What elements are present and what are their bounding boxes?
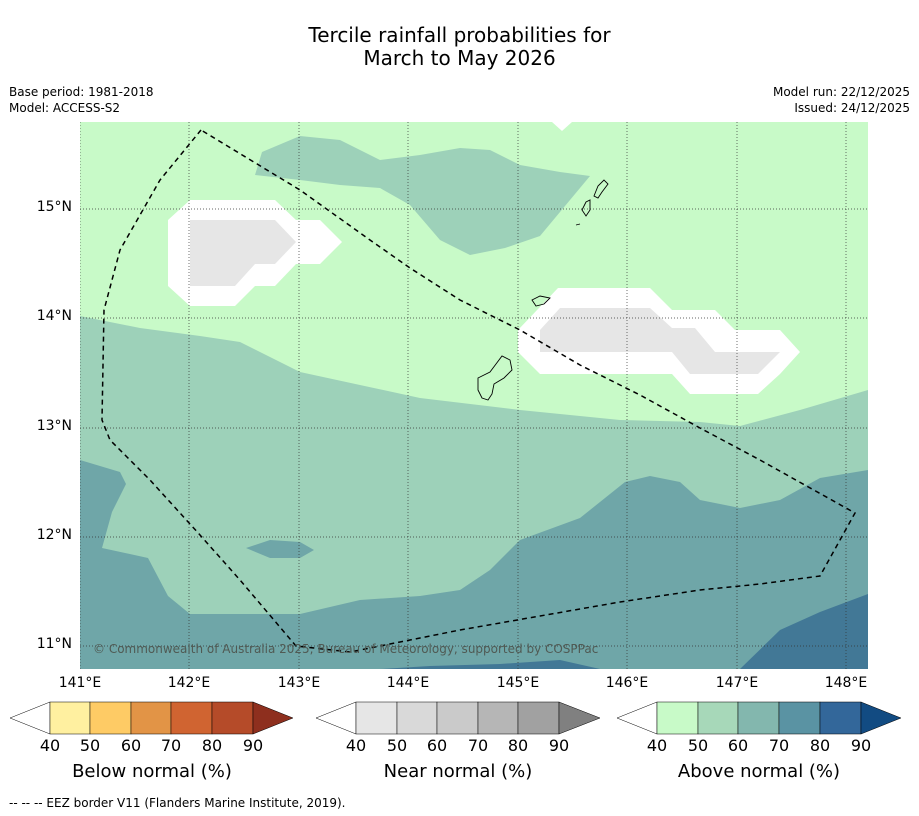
below-tick-40: 40	[39, 736, 61, 755]
near-tick-70: 70	[467, 736, 489, 755]
above-bin-40-50	[656, 701, 699, 735]
base-period: Base period: 1981-2018	[9, 85, 154, 99]
below-arrow-high	[252, 701, 294, 735]
lon-label-141e: 141°E	[58, 675, 102, 691]
lon-label-148e: 148°E	[824, 675, 868, 691]
near-tick-40: 40	[345, 736, 367, 755]
above-tick-70: 70	[768, 736, 790, 755]
eez-border	[101, 129, 857, 653]
near-bin-70-80	[477, 701, 519, 735]
above-normal-label: Above normal (%)	[677, 761, 841, 782]
below-tick-80: 80	[201, 736, 223, 755]
near-arrow-low	[315, 701, 357, 735]
above-arrow-low	[616, 701, 658, 735]
above-bin-70-80	[778, 701, 821, 735]
above-normal-70-80-region	[740, 594, 868, 669]
above-tick-80: 80	[809, 736, 831, 755]
below-bin-70-80	[170, 701, 213, 735]
lon-label-144e: 144°E	[386, 675, 430, 691]
island-tinian	[581, 199, 591, 217]
map-area: © Commonwealth of Australia 2025, Bureau…	[80, 122, 868, 669]
near-normal-label: Near normal (%)	[383, 761, 533, 782]
near-bin-80-90	[517, 701, 560, 735]
above-normal-60-70-small-patch	[246, 540, 314, 558]
below-tick-70: 70	[160, 736, 182, 755]
above-arrow-high	[860, 701, 902, 735]
above-tick-50: 50	[687, 736, 709, 755]
near-bin-50-60	[396, 701, 438, 735]
issued-date: Issued: 24/12/2025	[794, 101, 910, 115]
near-tick-60: 60	[426, 736, 448, 755]
island-aguijan	[575, 223, 581, 226]
above-tick-60: 60	[727, 736, 749, 755]
below-tick-50: 50	[79, 736, 101, 755]
gridlines	[80, 122, 868, 669]
near-tick-50: 50	[386, 736, 408, 755]
chart-title-line-2: March to May 2026	[363, 46, 556, 70]
below-normal-label: Below normal (%)	[72, 761, 232, 782]
below-tick-60: 60	[120, 736, 142, 755]
above-bin-80-90	[819, 701, 862, 735]
below-bin-80-90	[211, 701, 254, 735]
meta-right: Model run: 22/12/2025 Issued: 24/12/2025	[773, 84, 910, 116]
eez-border-legend: -- -- -- EEZ border V11 (Flanders Marine…	[9, 796, 346, 810]
model-name: Model: ACCESS-S2	[9, 101, 121, 115]
colorbar-near	[315, 701, 601, 735]
lon-label-142e: 142°E	[167, 675, 211, 691]
near-bin-60-70	[436, 701, 479, 735]
below-tick-90: 90	[242, 736, 264, 755]
lon-label-147e: 147°E	[715, 675, 759, 691]
lat-label-14n: 14°N	[36, 308, 72, 324]
colorbar-above	[616, 701, 902, 735]
near-normal-40-50-east	[540, 308, 780, 374]
near-arrow-high	[558, 701, 601, 735]
below-bin-60-70	[130, 701, 172, 735]
model-run: Model run: 22/12/2025	[772, 85, 910, 99]
below-bin-50-60	[89, 701, 132, 735]
island-rota	[531, 295, 551, 307]
lon-label-146e: 146°E	[605, 675, 649, 691]
lat-label-12n: 12°N	[36, 527, 72, 543]
lon-label-145e: 145°E	[496, 675, 540, 691]
below-bin-40-50	[49, 701, 91, 735]
island-guam	[477, 355, 513, 401]
lon-label-143e: 143°E	[277, 675, 321, 691]
near-bin-40-50	[355, 701, 398, 735]
island-saipan	[593, 179, 609, 199]
above-bin-60-70	[737, 701, 780, 735]
above-tick-90: 90	[850, 736, 872, 755]
near-normal-40-50-west	[190, 220, 296, 286]
copyright-notice: © Commonwealth of Australia 2025, Bureau…	[93, 642, 598, 656]
near-tick-90: 90	[548, 736, 570, 755]
above-normal-50-60-north-band	[255, 136, 590, 255]
above-tick-40: 40	[646, 736, 668, 755]
above-bin-50-60	[697, 701, 739, 735]
meta-left: Base period: 1981-2018 Model: ACCESS-S2	[9, 84, 154, 116]
near-tick-80: 80	[507, 736, 529, 755]
lat-label-13n: 13°N	[36, 418, 72, 434]
below-arrow-low	[9, 701, 51, 735]
lat-label-11n: 11°N	[36, 636, 72, 652]
colorbar-below	[9, 701, 294, 735]
islands	[477, 179, 609, 401]
above-normal-60-70-region	[80, 460, 868, 669]
white-notch-top	[552, 122, 572, 131]
above-normal-70-80-strip	[380, 660, 600, 669]
chart-title-line-1: Tercile rainfall probabilities for	[308, 23, 611, 47]
lat-label-15n: 15°N	[36, 199, 72, 215]
